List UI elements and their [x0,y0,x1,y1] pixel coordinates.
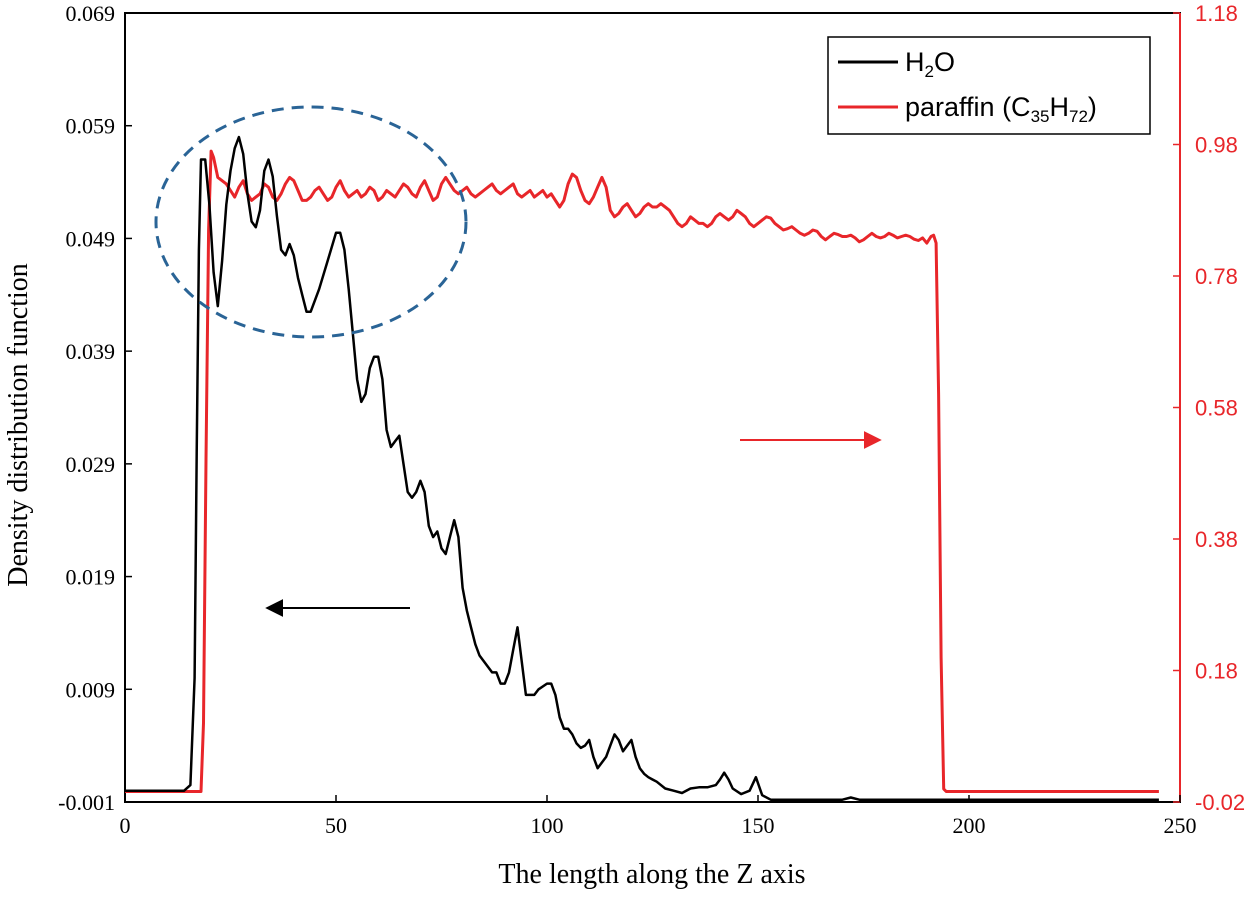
paraffin-density-line [125,149,1159,793]
right-tick-label: 0.78 [1195,264,1238,289]
y-axis-title: Density distribution function [3,263,34,587]
left-tick-label: 0.049 [66,226,116,251]
right-tick-label: -0.02 [1195,790,1245,815]
legend-paraffin-part: H [1049,92,1069,122]
left-tick-label: 0.069 [66,1,116,26]
right-tick-label: 0.18 [1195,659,1238,684]
bottom-tick-label: 250 [1164,813,1197,838]
left-tick-label: 0.009 [66,677,116,702]
left-tick-label: -0.001 [58,790,115,815]
legend-h2o-part: H [905,47,925,77]
h2o-density-line [125,135,1159,801]
bottom-axis-ticks: 0 50 100 150 200 250 [120,795,1197,838]
x-axis-title: The length along the Z axis [498,859,805,890]
legend-paraffin-part: paraffin (C [905,92,1031,122]
left-axis-ticks: -0.001 0.009 0.019 0.029 0.039 0.049 0.059 0.06… [58,1,132,815]
bottom-tick-label: 200 [953,813,986,838]
bottom-tick-label: 150 [742,813,775,838]
right-tick-label: 1.18 [1195,1,1238,26]
legend: H2O paraffin (C35H72) [827,36,1151,135]
legend-paraffin-part: 72 [1069,107,1088,126]
right-tick-label: 0.38 [1195,527,1238,552]
legend-h2o-part: O [934,47,955,77]
highlight-dashed-ellipse [154,105,468,339]
right-tick-label: 0.58 [1195,396,1238,421]
right-tick-label: 0.98 [1195,133,1238,158]
left-tick-label: 0.019 [66,565,116,590]
left-tick-label: 0.039 [66,339,116,364]
bottom-tick-label: 50 [325,813,347,838]
left-tick-label: 0.059 [66,114,116,139]
legend-box [827,36,1151,135]
legend-h2o-label: H2O [905,47,955,81]
legend-paraffin-part: ) [1088,92,1097,122]
right-axis-ticks: -0.02 0.18 0.38 0.58 0.78 0.98 1.18 [1173,1,1245,815]
legend-paraffin-part: 35 [1031,107,1050,126]
bottom-tick-label: 0 [120,813,131,838]
bottom-tick-label: 100 [531,813,564,838]
legend-paraffin-label: paraffin (C35H72) [905,92,1097,126]
legend-h2o-part: 2 [925,62,934,81]
left-tick-label: 0.029 [66,452,116,477]
